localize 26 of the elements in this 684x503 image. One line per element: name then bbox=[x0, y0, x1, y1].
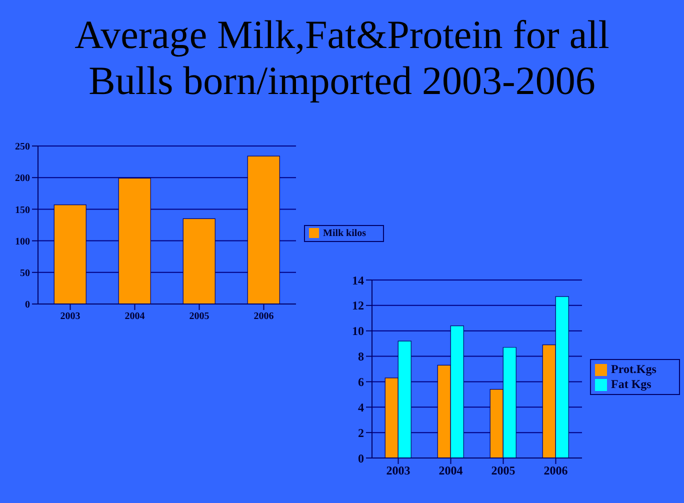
chart-title: Average Milk,Fat&Protein for all Bulls born/imported 2003-2006 bbox=[74, 12, 610, 104]
y-tick-label: 100 bbox=[15, 236, 30, 248]
y-tick-label: 200 bbox=[15, 173, 30, 184]
x-tick-label: 2006 bbox=[254, 311, 274, 322]
legend-label: Prot.Kgs bbox=[611, 362, 656, 376]
x-tick-label: 2003 bbox=[60, 311, 80, 322]
y-tick-label: 8 bbox=[358, 350, 364, 364]
y-tick-label: 14 bbox=[352, 273, 364, 288]
x-tick-label: 2004 bbox=[124, 311, 145, 322]
y-tick-label: 250 bbox=[15, 142, 30, 153]
x-tick-label: 2004 bbox=[438, 464, 463, 478]
y-tick-label: 2 bbox=[358, 426, 364, 440]
y-tick-label: 0 bbox=[25, 300, 30, 311]
x-tick-label: 2005 bbox=[491, 464, 516, 478]
y-tick-label: 12 bbox=[352, 298, 364, 313]
y-tick-label: 150 bbox=[15, 204, 30, 216]
x-tick-label: 2006 bbox=[544, 464, 568, 478]
y-tick-label: 4 bbox=[358, 400, 364, 414]
x-tick-label: 2005 bbox=[189, 311, 210, 322]
x-tick-label: 2003 bbox=[386, 464, 410, 478]
y-tick-label: 6 bbox=[358, 374, 364, 389]
y-tick-label: 10 bbox=[352, 324, 364, 338]
legend-label: Fat Kgs bbox=[611, 377, 652, 391]
legend-label: Milk kilos bbox=[323, 228, 366, 238]
y-tick-label: 0 bbox=[358, 451, 364, 466]
y-tick-label: 50 bbox=[20, 268, 30, 279]
